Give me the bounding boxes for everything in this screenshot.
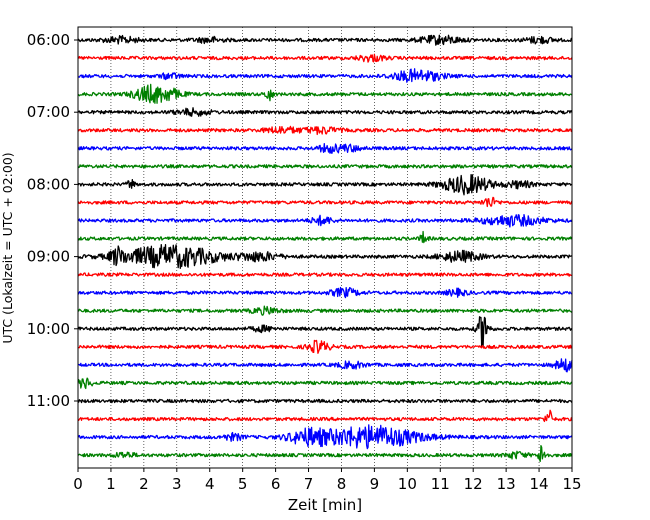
trace-3 [77, 83, 573, 104]
trace-11 [77, 230, 573, 244]
trace-9 [77, 196, 573, 208]
y-axis-label: UTC (Lokalzeit = UTC + 02:00) [0, 152, 15, 343]
x-tick-label-10: 10 [398, 475, 417, 493]
x-tick-label-3: 3 [172, 475, 182, 493]
traces [77, 34, 573, 463]
y-tick-label-4: 10:00 [27, 320, 70, 338]
x-tick-label-6: 6 [271, 475, 281, 493]
x-tick-label-8: 8 [337, 475, 347, 493]
x-axis-label: Zeit [min] [288, 496, 362, 514]
trace-8 [77, 174, 573, 196]
trace-21 [77, 409, 573, 423]
y-axis-ticks: 06:00 07:00 08:00 09:00 10:00 11:00 [27, 31, 78, 410]
trace-17 [77, 339, 573, 354]
x-tick-label-2: 2 [139, 475, 149, 493]
trace-20 [77, 398, 573, 404]
trace-4 [77, 107, 573, 117]
trace-16 [77, 316, 573, 348]
trace-14 [77, 286, 573, 299]
x-tick-label-1: 1 [106, 475, 116, 493]
trace-22 [77, 424, 573, 450]
y-tick-label-3: 09:00 [27, 248, 70, 266]
trace-2 [77, 68, 573, 83]
plot-frame [77, 26, 573, 469]
y-tick-label-5: 11:00 [27, 392, 70, 410]
trace-0 [77, 34, 573, 46]
x-tick-label-11: 11 [431, 475, 450, 493]
x-tick-label-0: 0 [73, 475, 83, 493]
x-tick-label-9: 9 [370, 475, 380, 493]
y-tick-label-1: 07:00 [27, 103, 70, 121]
trace-18 [77, 358, 573, 373]
trace-5 [77, 125, 573, 136]
trace-1 [77, 53, 573, 63]
y-tick-label-2: 08:00 [27, 175, 70, 193]
trace-13 [77, 272, 573, 277]
y-tick-label-0: 06:00 [27, 31, 70, 49]
trace-23 [77, 444, 573, 463]
x-tick-label-13: 13 [497, 475, 516, 493]
trace-10 [77, 213, 573, 228]
x-tick-label-7: 7 [304, 475, 314, 493]
x-axis-ticks: 0 1 2 3 4 5 6 7 8 9 10 11 12 13 14 15 [73, 468, 582, 493]
trace-12 [77, 243, 573, 270]
x-tick-label-15: 15 [562, 475, 581, 493]
x-tick-label-12: 12 [464, 475, 483, 493]
trace-6 [77, 143, 573, 154]
trace-15 [78, 305, 573, 316]
x-tick-label-4: 4 [205, 475, 215, 493]
x-tick-label-14: 14 [530, 475, 549, 493]
x-tick-label-5: 5 [238, 475, 248, 493]
trace-7 [77, 164, 573, 169]
trace-19 [77, 377, 573, 390]
